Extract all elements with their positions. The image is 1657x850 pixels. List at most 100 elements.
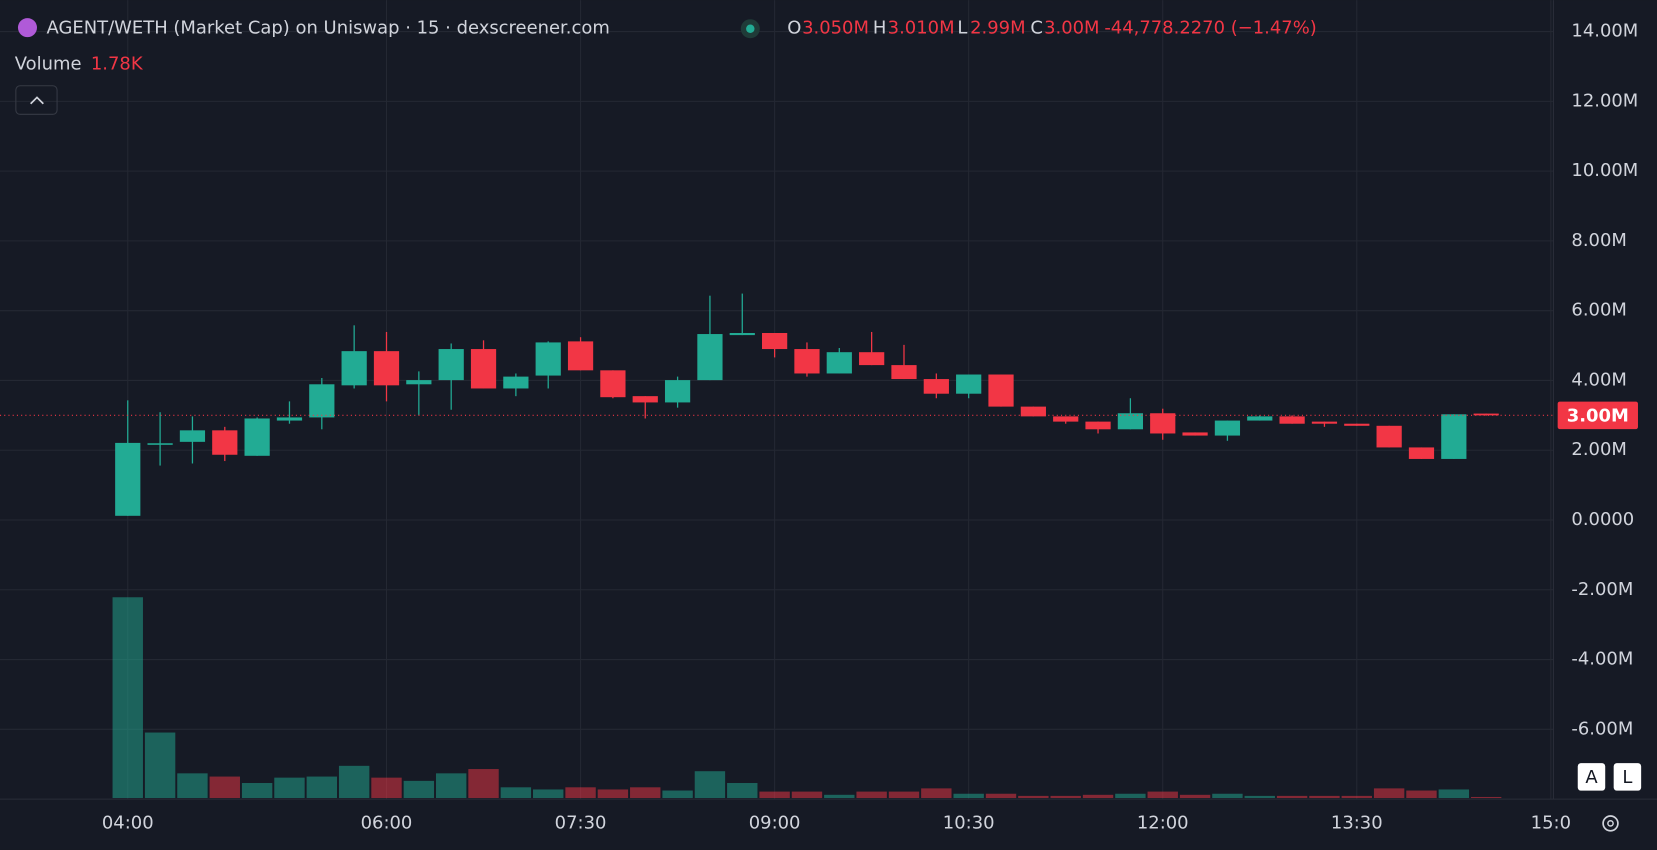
legend-o: 3.050M (802, 18, 869, 39)
chart-title: AGENT/WETH (Market Cap) on Uniswap · 15 … (46, 18, 609, 39)
volume-bar (1179, 794, 1211, 799)
candle-body (438, 349, 464, 381)
grid (0, 0, 1554, 800)
x-tick-label: 06:00 (361, 812, 413, 833)
legend-c-key: C (1030, 18, 1043, 39)
candle-body (859, 352, 885, 366)
auto-button-label: A (1585, 767, 1598, 788)
volume-bar (888, 791, 920, 799)
candle-body (567, 341, 594, 371)
y-tick-label: -6.00M (1571, 718, 1633, 739)
volume-bar (1050, 795, 1081, 799)
volume-bar (565, 787, 596, 799)
volume-bar (1406, 790, 1437, 799)
volume-bar (1341, 795, 1372, 799)
x-tick-label: 10:30 (943, 812, 995, 833)
candle-body (1311, 421, 1338, 424)
y-tick-label: 14.00M (1571, 21, 1638, 42)
candle-body (988, 374, 1014, 407)
volume-bar (597, 789, 629, 799)
volume-bar (177, 773, 208, 799)
candle-body (1150, 413, 1176, 434)
candle-body (244, 418, 270, 456)
candle-body (762, 333, 788, 350)
y-tick-label: 0.0000 (1571, 509, 1634, 530)
candle-body (1441, 414, 1467, 459)
candle-body (600, 370, 626, 398)
volume-bar (1115, 793, 1146, 799)
legend-change: -44,778.2270 (−1.47%) (1104, 18, 1316, 39)
candle-body (341, 351, 367, 386)
candle-body (697, 334, 723, 381)
candle-body (1085, 421, 1111, 430)
volume-bar (1373, 788, 1405, 799)
volume-bar (824, 794, 855, 799)
volume-bar (921, 788, 952, 799)
candle-body (1182, 432, 1208, 436)
last-price-box (1557, 401, 1638, 430)
candle-body (503, 376, 529, 389)
legend-h: 3.010M (888, 18, 955, 39)
x-tick-label: 12:00 (1137, 812, 1189, 833)
candle-body (794, 349, 820, 374)
candle-body (632, 396, 658, 403)
candle-body (1473, 413, 1499, 416)
volume-bar (985, 793, 1017, 799)
settings-icon[interactable] (1602, 815, 1619, 832)
candle-body (212, 430, 238, 455)
y-tick-label: 2.00M (1571, 439, 1626, 460)
log-button-label: L (1622, 767, 1632, 788)
candle-body (147, 443, 173, 445)
x-tick-label: 07:30 (555, 812, 607, 833)
chevron-up (30, 96, 44, 105)
volume-bar (759, 791, 790, 799)
volume-bar (1470, 796, 1502, 799)
y-tick-label: 6.00M (1571, 300, 1626, 321)
legend-o-key: O (787, 18, 801, 39)
log-button[interactable] (1613, 763, 1642, 791)
volume-bar (1082, 794, 1114, 799)
candle-body (956, 374, 982, 394)
collapse-button[interactable] (15, 85, 58, 115)
volume-bar (1438, 789, 1470, 799)
legend-l: 2.99M (970, 18, 1025, 39)
candle-body (729, 333, 755, 336)
volume-bar (468, 769, 499, 799)
candle-body (1247, 416, 1273, 421)
candle-body (1279, 416, 1305, 424)
candle-body (406, 380, 432, 385)
y-tick-label: 12.00M (1571, 90, 1638, 111)
volume-bar (662, 790, 693, 799)
volume-bar (1147, 791, 1178, 799)
volume-bar (953, 793, 984, 799)
volume-bar (1018, 795, 1049, 799)
candle-body (891, 365, 917, 380)
y-tick-label: 4.00M (1571, 369, 1626, 390)
volume-value: 1.78K (91, 54, 144, 75)
candle-body (373, 351, 400, 386)
volume-bar (1276, 795, 1308, 799)
candle-body (1117, 413, 1144, 430)
volume-bar (630, 787, 661, 799)
volume-label: Volume (15, 54, 82, 75)
candle-body (923, 379, 949, 394)
volume-bar (403, 780, 435, 799)
auto-button[interactable] (1577, 763, 1606, 791)
candle-body (664, 380, 691, 403)
x-tick-label: 04:00 (102, 812, 154, 833)
y-tick-label: 10.00M (1571, 160, 1638, 181)
volume-bar (338, 765, 370, 799)
volume-bar (435, 773, 467, 799)
candle-body (535, 342, 561, 376)
x-tick-label: 15:0 (1531, 812, 1571, 833)
volume-bar (500, 787, 532, 799)
candle-body (1376, 425, 1402, 448)
volume-bar (112, 597, 143, 799)
volume-bar (1212, 793, 1243, 799)
volume-bar (856, 791, 887, 799)
marks (0, 293, 1554, 799)
candle-body (1053, 416, 1079, 422)
y-tick-label: 8.00M (1571, 230, 1626, 251)
volume-bar (1244, 795, 1275, 799)
candle-body (1344, 423, 1370, 426)
